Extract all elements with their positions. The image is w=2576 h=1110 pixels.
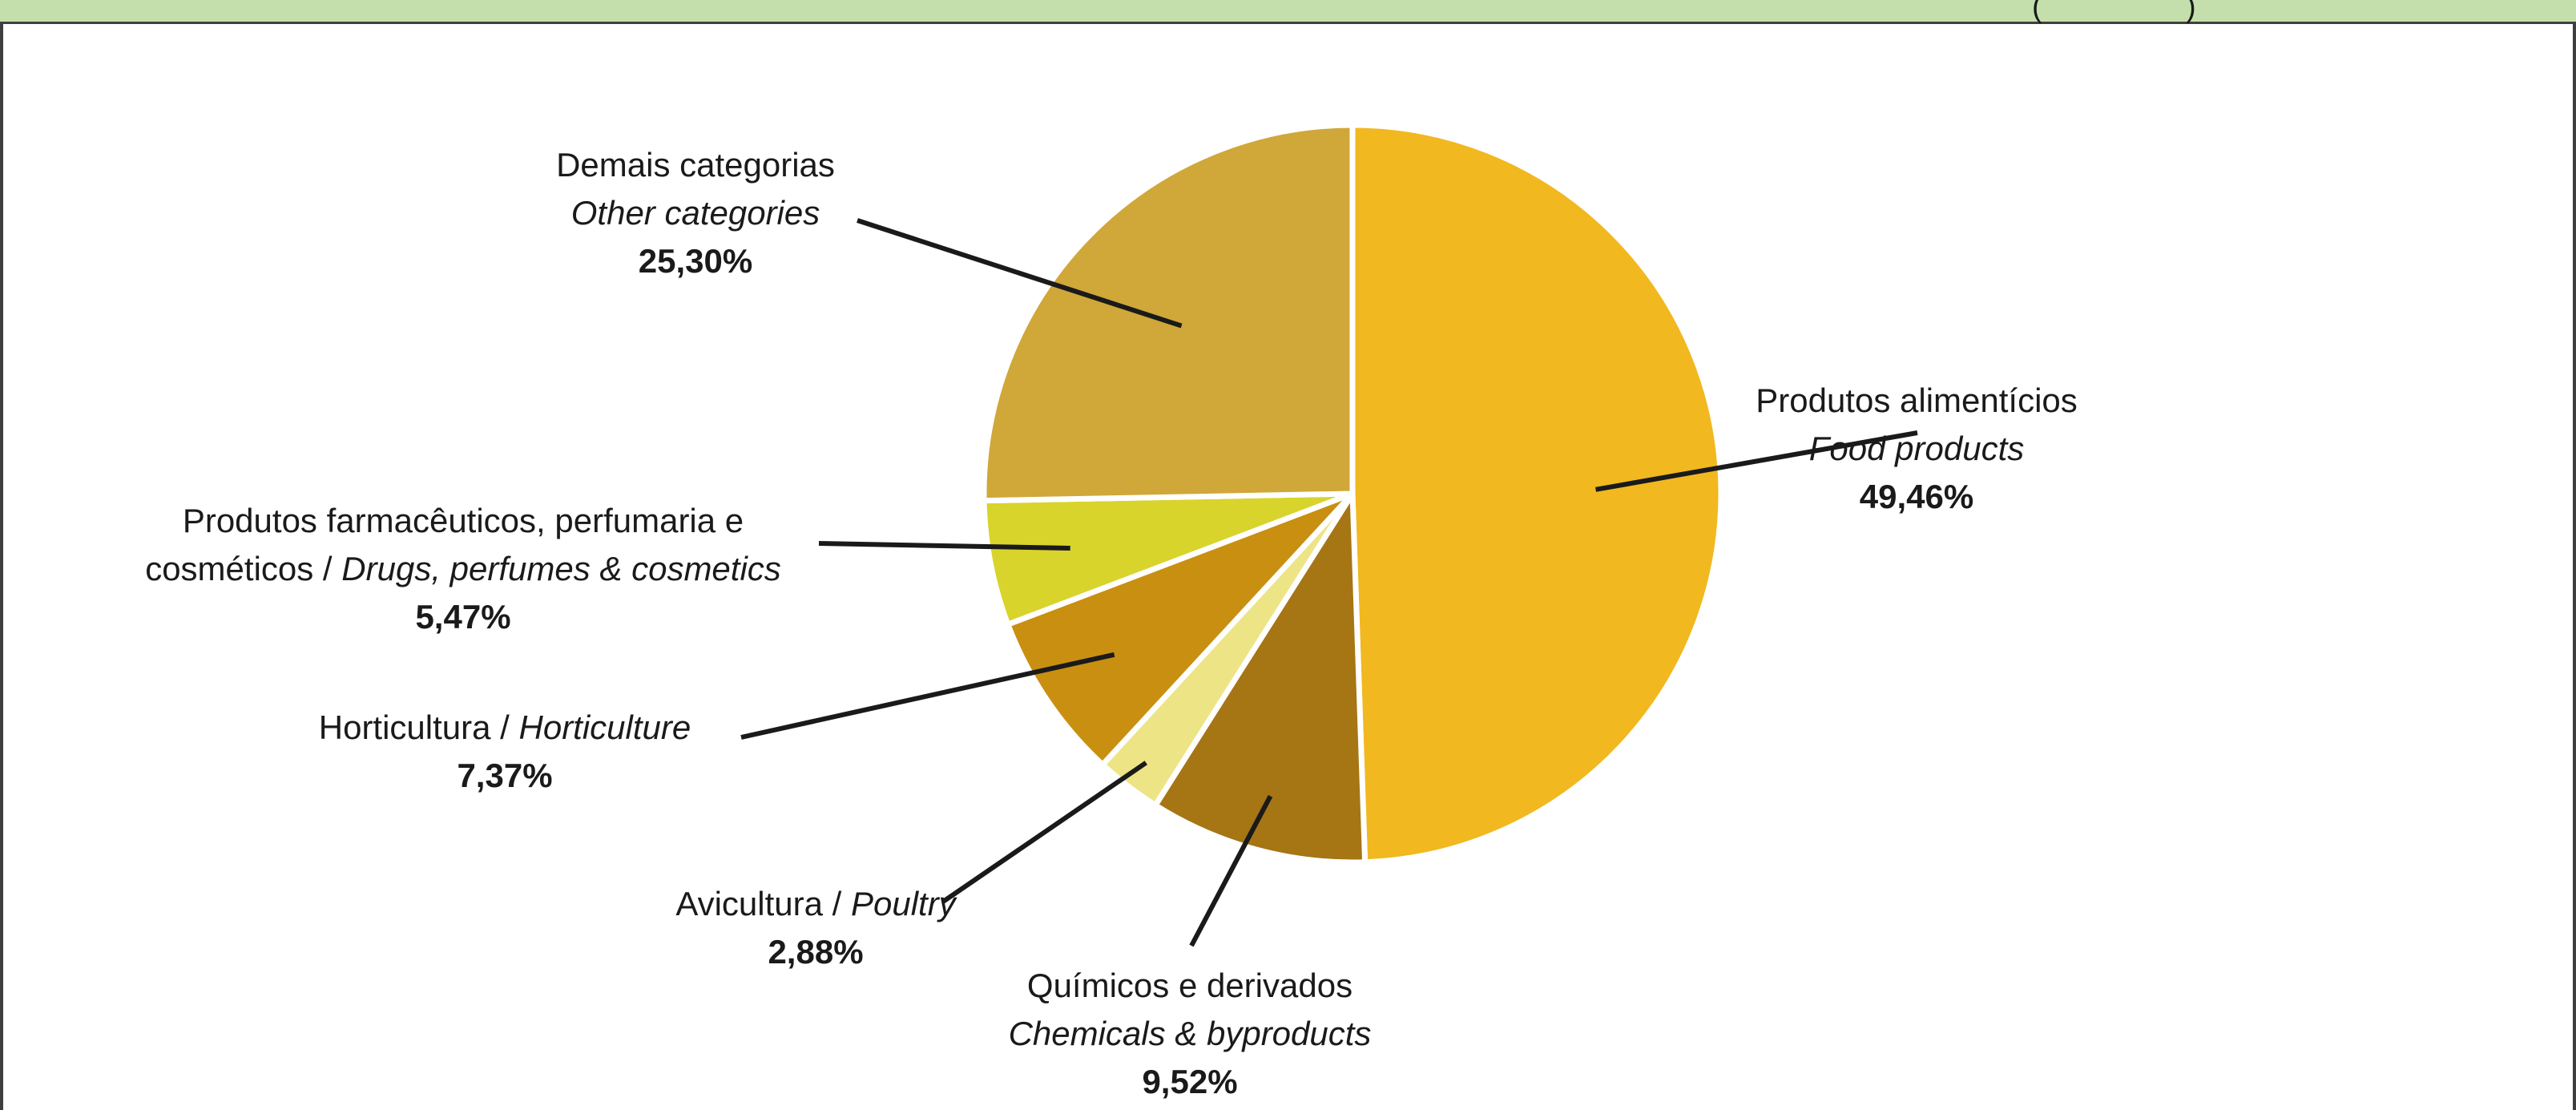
label-drugs-pt: Produtos farmacêuticos, perfumaria e [182,502,744,539]
leader-line-other [857,218,1183,329]
header-glyph-left: ( [2032,0,2042,24]
label-horticulture-pct: 7,37% [457,757,553,794]
label-chemicals-pct: 9,52% [1142,1063,1238,1100]
label-food-pt: Produtos alimentícios [1756,381,2078,419]
label-poultry-pt: Avicultura / [675,885,851,922]
label-other-en: Other categories [570,194,820,232]
label-drugs-en: Drugs, perfumes & cosmetics [341,550,781,587]
leader-line-chemicals [1189,794,1273,947]
pie-slice-food [1349,122,1724,866]
label-chemicals-en: Chemicals & byproducts [1008,1015,1372,1052]
label-poultry-pct: 2,88% [768,933,864,971]
label-poultry-en: Poultry [850,885,956,922]
leader-line-food [1595,430,1918,492]
header-glyph-right: ) [2186,0,2196,24]
label-drugs-pt2: cosméticos / [145,550,342,587]
leader-line-poultry [941,761,1147,904]
label-other-pt: Demais categorias [556,146,835,184]
pie-slice-chemicals [1152,490,1369,866]
label-food-pct: 49,46% [1859,478,1974,515]
label-horticulture-en: Horticulture [518,708,691,746]
label-food-en: Food products [1808,430,2025,467]
label-drugs-pct: 5,47% [415,598,511,636]
header-band: ( ) [0,0,2576,24]
label-horticulture-pt: Horticultura / [318,708,519,746]
label-other-pct: 25,30% [638,242,753,280]
pie-slice-other [981,122,1356,504]
leader-line-drugs [818,541,1070,551]
leader-line-horticulture [740,652,1115,740]
label-chemicals-pt: Químicos e derivados [1026,967,1353,1004]
pie-slice-horticulture [1005,490,1356,768]
